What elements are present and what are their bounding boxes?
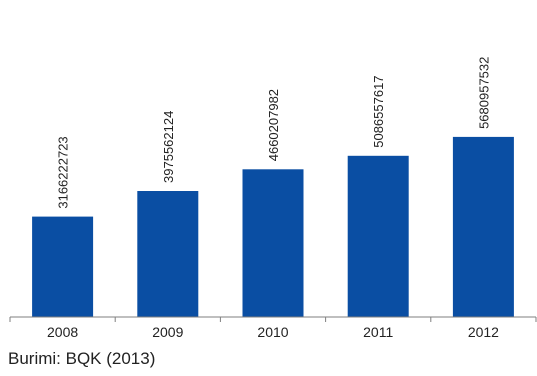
bar-chart: 3166222723 3975562124 4660207982 5086557617…: [9, 57, 537, 340]
x-tick-label-2011: 2011: [363, 324, 393, 340]
source-note: Burimi: BQK (2013): [8, 349, 156, 368]
bar-2008: [32, 216, 94, 317]
bar-2009: [137, 191, 199, 317]
x-tick-label-2010: 2010: [257, 324, 288, 340]
data-label-2012: 5680957532: [476, 57, 491, 129]
value-labels-group: 3166222723 3975562124 4660207982 5086557617…: [56, 57, 492, 209]
x-axis-ticks: [9, 317, 537, 322]
bar-2011: [347, 155, 409, 317]
category-labels-group: 2008 2009 2010 2011 2012: [47, 324, 499, 340]
bar-2010: [242, 169, 304, 317]
data-label-2008: 3166222723: [56, 136, 71, 208]
bar-2012: [452, 136, 514, 317]
data-label-2009: 3975562124: [161, 111, 176, 183]
x-tick-label-2009: 2009: [152, 324, 183, 340]
data-label-2011: 5086557617: [371, 75, 386, 147]
x-tick-label-2012: 2012: [468, 324, 499, 340]
x-tick-label-2008: 2008: [47, 324, 78, 340]
bars-group: [32, 136, 514, 317]
data-label-2010: 4660207982: [266, 89, 281, 161]
